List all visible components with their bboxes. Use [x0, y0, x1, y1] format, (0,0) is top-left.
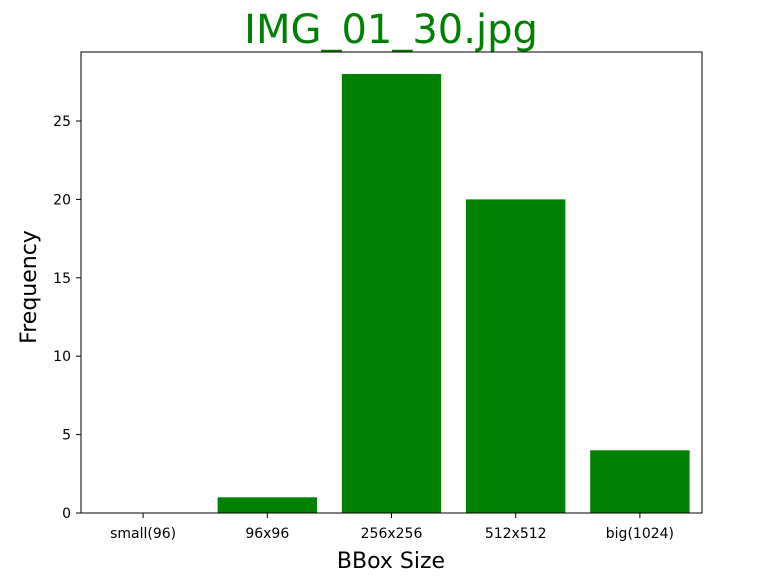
x-tick-label: big(1024) [606, 526, 674, 542]
bar-512x512 [466, 199, 566, 513]
x-tick-label: 512x512 [485, 526, 547, 542]
y-tick-label: 25 [53, 114, 71, 130]
bars-layer [217, 73, 690, 513]
bar-256x256 [341, 73, 442, 513]
y-tick-label: 15 [53, 271, 71, 287]
y-tick-label: 0 [62, 506, 71, 522]
bar-96x96 [217, 497, 317, 513]
y-tick-label: 5 [62, 428, 71, 444]
plot-frame [80, 51, 703, 514]
y-tick-label: 10 [53, 349, 71, 365]
x-tick-label: 96x96 [245, 526, 289, 542]
bar-big(1024) [590, 450, 690, 513]
x-tick-label: small(96) [110, 526, 176, 542]
x-axis-label: BBox Size [337, 549, 445, 574]
chart-title: IMG_01_30.jpg [244, 7, 538, 53]
axes-layer: small(96) 96x96 256x256 512x512 big(1024) 0 5 1… [53, 51, 703, 542]
y-axis-label: Frequency [17, 230, 42, 344]
y-tick-label: 20 [53, 192, 71, 208]
x-tick-label: 256x256 [361, 526, 423, 542]
